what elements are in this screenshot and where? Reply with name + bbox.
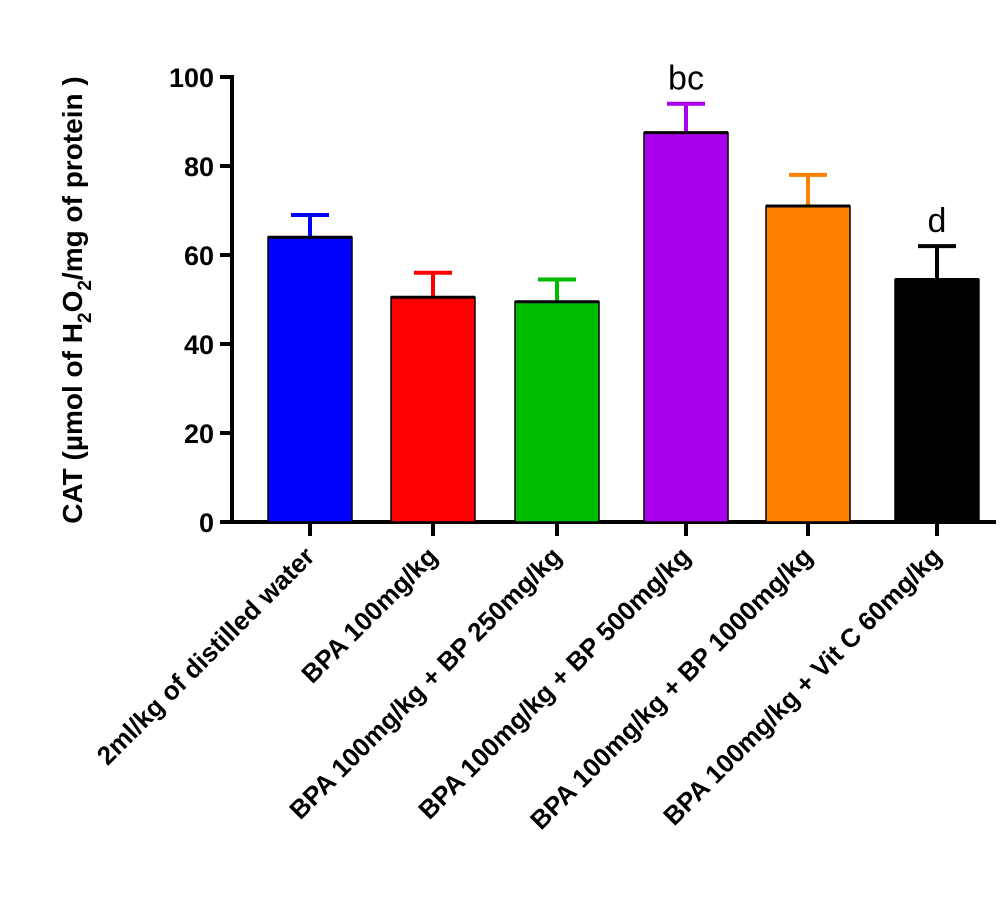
axes: 0 20 40 60 80 100 (169, 63, 996, 538)
y-tick-label: 0 (199, 508, 214, 538)
bar (267, 236, 353, 523)
significance-annotation: bc (668, 60, 704, 98)
y-tick-label: 40 (184, 330, 214, 360)
x-tick-label: 2ml/kg of distilled water (91, 541, 321, 771)
bar (894, 278, 980, 523)
bar (765, 205, 851, 523)
significance-annotation: d (928, 202, 947, 240)
y-tick-label: 20 (184, 419, 214, 449)
y-tick-label: 100 (169, 63, 214, 93)
y-axis-title: CAT (µmol of H2O2/mg of protein ) (57, 76, 96, 523)
y-tick-label: 60 (184, 241, 214, 271)
x-tick-label: BPA 100mg/kg + Vit C 60mg/kg (657, 541, 947, 831)
bar (643, 131, 729, 523)
bars (267, 101, 980, 523)
bar (514, 300, 600, 523)
bar (390, 296, 476, 523)
x-tick-label: BPA 100mg/kg + BP 250mg/kg (283, 541, 567, 825)
y-tick-label: 80 (184, 152, 214, 182)
